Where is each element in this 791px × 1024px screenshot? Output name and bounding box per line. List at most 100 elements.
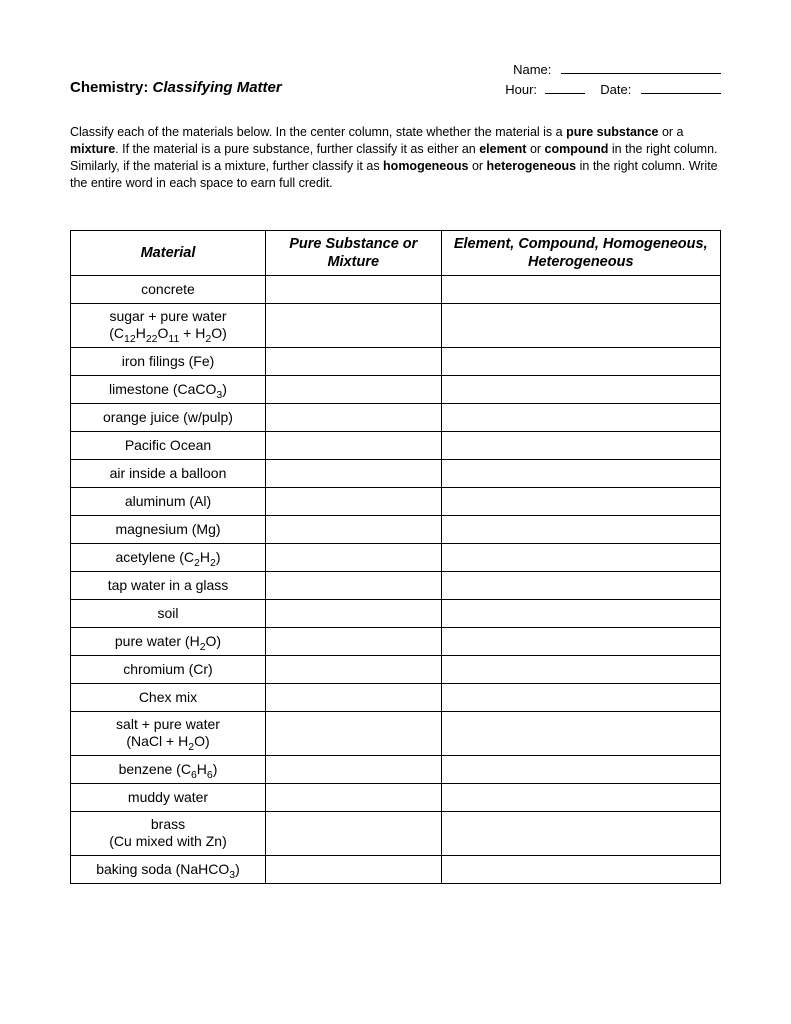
instructions-bold: element (479, 142, 526, 156)
table-row: benzene (C6H6) (71, 755, 721, 783)
date-blank[interactable] (641, 82, 721, 94)
material-cell: concrete (71, 275, 266, 303)
pure-mixture-cell[interactable] (266, 487, 442, 515)
pure-mixture-cell[interactable] (266, 683, 442, 711)
table-row: acetylene (C2H2) (71, 543, 721, 571)
pure-mixture-cell[interactable] (266, 431, 442, 459)
pure-mixture-cell[interactable] (266, 599, 442, 627)
table-body: concretesugar + pure water(C12H22O11 + H… (71, 275, 721, 883)
materials-table: Material Pure Substance or Mixture Eleme… (70, 230, 721, 884)
pure-mixture-cell[interactable] (266, 347, 442, 375)
material-cell: baking soda (NaHCO3) (71, 855, 266, 883)
pure-mixture-cell[interactable] (266, 855, 442, 883)
material-cell: tap water in a glass (71, 571, 266, 599)
material-cell: magnesium (Mg) (71, 515, 266, 543)
date-label: Date: (600, 82, 631, 97)
classification-cell[interactable] (441, 811, 721, 855)
table-row: sugar + pure water(C12H22O11 + H2O) (71, 303, 721, 347)
pure-mixture-cell[interactable] (266, 783, 442, 811)
table-header-row: Material Pure Substance or Mixture Eleme… (71, 230, 721, 275)
table-row: muddy water (71, 783, 721, 811)
pure-mixture-cell[interactable] (266, 275, 442, 303)
pure-mixture-cell[interactable] (266, 571, 442, 599)
hour-blank[interactable] (545, 82, 585, 94)
table-row: baking soda (NaHCO3) (71, 855, 721, 883)
hour-label: Hour: (505, 82, 537, 97)
material-cell: acetylene (C2H2) (71, 543, 266, 571)
classification-cell[interactable] (441, 655, 721, 683)
instructions-bold: mixture (70, 142, 115, 156)
pure-mixture-cell[interactable] (266, 543, 442, 571)
material-cell: orange juice (w/pulp) (71, 403, 266, 431)
col-header-material: Material (71, 230, 266, 275)
pure-mixture-cell[interactable] (266, 303, 442, 347)
classification-cell[interactable] (441, 459, 721, 487)
table-row: orange juice (w/pulp) (71, 403, 721, 431)
classification-cell[interactable] (441, 543, 721, 571)
pure-mixture-cell[interactable] (266, 375, 442, 403)
classification-cell[interactable] (441, 755, 721, 783)
classification-cell[interactable] (441, 487, 721, 515)
material-cell: sugar + pure water(C12H22O11 + H2O) (71, 303, 266, 347)
material-cell: limestone (CaCO3) (71, 375, 266, 403)
pure-mixture-cell[interactable] (266, 459, 442, 487)
material-cell: benzene (C6H6) (71, 755, 266, 783)
pure-mixture-cell[interactable] (266, 627, 442, 655)
classification-cell[interactable] (441, 347, 721, 375)
material-cell: iron filings (Fe) (71, 347, 266, 375)
material-cell: muddy water (71, 783, 266, 811)
instructions-text: Classify each of the materials below. In… (70, 124, 721, 192)
instructions-bold: compound (545, 142, 609, 156)
material-cell: chromium (Cr) (71, 655, 266, 683)
material-cell: pure water (H2O) (71, 627, 266, 655)
classification-cell[interactable] (441, 571, 721, 599)
pure-mixture-cell[interactable] (266, 711, 442, 755)
material-cell: brass(Cu mixed with Zn) (71, 811, 266, 855)
pure-mixture-cell[interactable] (266, 755, 442, 783)
table-row: Pacific Ocean (71, 431, 721, 459)
material-cell: soil (71, 599, 266, 627)
name-label: Name: (513, 62, 551, 77)
material-cell: Chex mix (71, 683, 266, 711)
table-row: air inside a balloon (71, 459, 721, 487)
col-header-classification: Element, Compound, Homogeneous, Heteroge… (441, 230, 721, 275)
table-row: tap water in a glass (71, 571, 721, 599)
pure-mixture-cell[interactable] (266, 515, 442, 543)
table-row: concrete (71, 275, 721, 303)
title-subject: Chemistry: (70, 79, 148, 96)
classification-cell[interactable] (441, 855, 721, 883)
name-blank[interactable] (561, 62, 721, 74)
classification-cell[interactable] (441, 431, 721, 459)
classification-cell[interactable] (441, 711, 721, 755)
material-cell: Pacific Ocean (71, 431, 266, 459)
material-cell: salt + pure water(NaCl + H2O) (71, 711, 266, 755)
classification-cell[interactable] (441, 275, 721, 303)
table-row: brass(Cu mixed with Zn) (71, 811, 721, 855)
table-row: magnesium (Mg) (71, 515, 721, 543)
instructions-bold: homogeneous (383, 159, 468, 173)
title-topic: Classifying Matter (153, 79, 282, 96)
instructions-bold: heterogeneous (487, 159, 577, 173)
table-row: soil (71, 599, 721, 627)
classification-cell[interactable] (441, 783, 721, 811)
table-row: aluminum (Al) (71, 487, 721, 515)
classification-cell[interactable] (441, 627, 721, 655)
table-row: salt + pure water(NaCl + H2O) (71, 711, 721, 755)
material-cell: aluminum (Al) (71, 487, 266, 515)
table-row: chromium (Cr) (71, 655, 721, 683)
table-row: Chex mix (71, 683, 721, 711)
table-row: pure water (H2O) (71, 627, 721, 655)
col-header-pure-mixture: Pure Substance or Mixture (266, 230, 442, 275)
pure-mixture-cell[interactable] (266, 403, 442, 431)
table-row: iron filings (Fe) (71, 347, 721, 375)
classification-cell[interactable] (441, 403, 721, 431)
classification-cell[interactable] (441, 599, 721, 627)
classification-cell[interactable] (441, 375, 721, 403)
classification-cell[interactable] (441, 683, 721, 711)
pure-mixture-cell[interactable] (266, 655, 442, 683)
classification-cell[interactable] (441, 515, 721, 543)
instructions-bold: pure substance (566, 125, 658, 139)
classification-cell[interactable] (441, 303, 721, 347)
worksheet-page: Name: Hour: Date: Chemistry: Classifying… (0, 0, 791, 1024)
pure-mixture-cell[interactable] (266, 811, 442, 855)
